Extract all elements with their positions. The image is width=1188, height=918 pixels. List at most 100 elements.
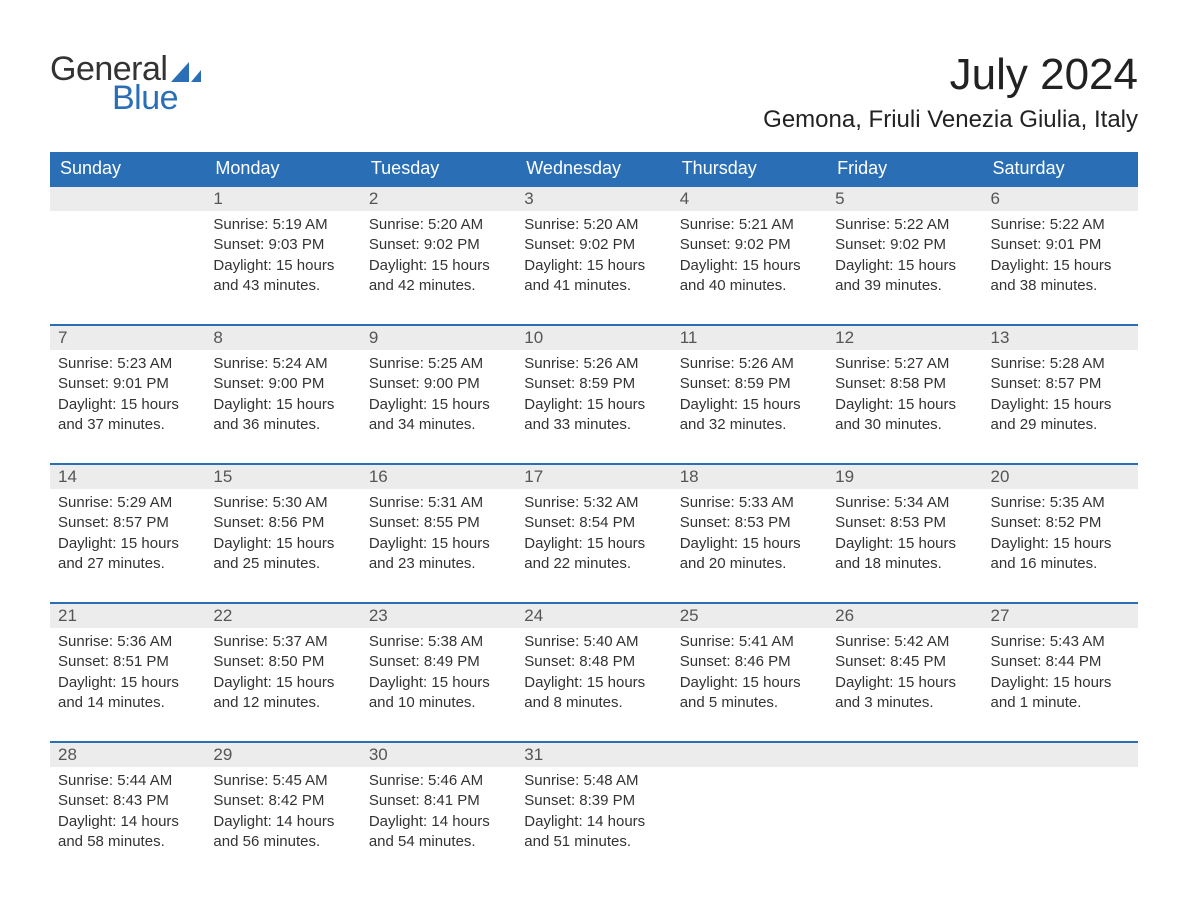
sunrise-text: Sunrise: 5:22 AM [835,215,974,235]
sunrise-text: Sunrise: 5:38 AM [369,632,508,652]
sunrise-text: Sunrise: 5:37 AM [213,632,352,652]
daylight-text: Daylight: 15 hours and 12 minutes. [213,673,352,714]
day-number-cell: 2 [361,186,516,211]
day-detail-cell: Sunrise: 5:27 AMSunset: 8:58 PMDaylight:… [827,350,982,464]
weekday-header: Saturday [983,152,1138,186]
month-title: July 2024 [763,50,1138,100]
sunrise-text: Sunrise: 5:41 AM [680,632,819,652]
daylight-text: Daylight: 15 hours and 32 minutes. [680,395,819,436]
daylight-text: Daylight: 15 hours and 29 minutes. [991,395,1130,436]
sunrise-text: Sunrise: 5:40 AM [524,632,663,652]
daylight-text: Daylight: 15 hours and 16 minutes. [991,534,1130,575]
day-detail-cell: Sunrise: 5:23 AMSunset: 9:01 PMDaylight:… [50,350,205,464]
sunset-text: Sunset: 8:50 PM [213,652,352,672]
sunset-text: Sunset: 9:00 PM [369,374,508,394]
day-detail-cell: Sunrise: 5:29 AMSunset: 8:57 PMDaylight:… [50,489,205,603]
day-number-cell: 24 [516,603,671,628]
sunrise-text: Sunrise: 5:30 AM [213,493,352,513]
day-detail-cell: Sunrise: 5:40 AMSunset: 8:48 PMDaylight:… [516,628,671,742]
logo: General Blue [50,50,201,118]
sunrise-text: Sunrise: 5:31 AM [369,493,508,513]
sunset-text: Sunset: 9:01 PM [58,374,197,394]
day-detail-cell: Sunrise: 5:45 AMSunset: 8:42 PMDaylight:… [205,767,360,880]
sunrise-text: Sunrise: 5:26 AM [524,354,663,374]
day-number-cell: 9 [361,325,516,350]
day-number-cell: 3 [516,186,671,211]
day-detail-cell: Sunrise: 5:34 AMSunset: 8:53 PMDaylight:… [827,489,982,603]
sunrise-text: Sunrise: 5:28 AM [991,354,1130,374]
sunset-text: Sunset: 8:41 PM [369,791,508,811]
day-number-cell: 15 [205,464,360,489]
day-detail-cell: Sunrise: 5:37 AMSunset: 8:50 PMDaylight:… [205,628,360,742]
sunrise-text: Sunrise: 5:21 AM [680,215,819,235]
daylight-text: Daylight: 15 hours and 43 minutes. [213,256,352,297]
day-number-cell: 7 [50,325,205,350]
sunrise-text: Sunrise: 5:23 AM [58,354,197,374]
day-detail-cell: Sunrise: 5:35 AMSunset: 8:52 PMDaylight:… [983,489,1138,603]
daylight-text: Daylight: 15 hours and 8 minutes. [524,673,663,714]
day-detail-cell: Sunrise: 5:24 AMSunset: 9:00 PMDaylight:… [205,350,360,464]
day-number-cell: 8 [205,325,360,350]
day-detail-cell: Sunrise: 5:20 AMSunset: 9:02 PMDaylight:… [516,211,671,325]
daylight-text: Daylight: 15 hours and 30 minutes. [835,395,974,436]
header: General Blue July 2024 Gemona, Friuli Ve… [50,50,1138,134]
day-number-cell: 29 [205,742,360,767]
weekday-header: Wednesday [516,152,671,186]
day-number-cell [983,742,1138,767]
detail-row: Sunrise: 5:44 AMSunset: 8:43 PMDaylight:… [50,767,1138,880]
day-number-cell: 20 [983,464,1138,489]
day-detail-cell: Sunrise: 5:32 AMSunset: 8:54 PMDaylight:… [516,489,671,603]
day-number-cell: 22 [205,603,360,628]
weekday-header: Monday [205,152,360,186]
day-detail-cell: Sunrise: 5:22 AMSunset: 9:01 PMDaylight:… [983,211,1138,325]
sunrise-text: Sunrise: 5:36 AM [58,632,197,652]
day-number-cell: 28 [50,742,205,767]
day-number-cell: 14 [50,464,205,489]
day-number-cell: 30 [361,742,516,767]
day-detail-cell: Sunrise: 5:42 AMSunset: 8:45 PMDaylight:… [827,628,982,742]
sunset-text: Sunset: 8:52 PM [991,513,1130,533]
sunrise-text: Sunrise: 5:20 AM [369,215,508,235]
sunrise-text: Sunrise: 5:34 AM [835,493,974,513]
day-detail-cell [50,211,205,325]
sunrise-text: Sunrise: 5:44 AM [58,771,197,791]
day-number-cell: 25 [672,603,827,628]
sunset-text: Sunset: 8:42 PM [213,791,352,811]
daylight-text: Daylight: 15 hours and 38 minutes. [991,256,1130,297]
day-number-cell: 23 [361,603,516,628]
day-detail-cell: Sunrise: 5:26 AMSunset: 8:59 PMDaylight:… [672,350,827,464]
day-detail-cell: Sunrise: 5:31 AMSunset: 8:55 PMDaylight:… [361,489,516,603]
detail-row: Sunrise: 5:36 AMSunset: 8:51 PMDaylight:… [50,628,1138,742]
daylight-text: Daylight: 15 hours and 23 minutes. [369,534,508,575]
daylight-text: Daylight: 15 hours and 33 minutes. [524,395,663,436]
sunrise-text: Sunrise: 5:35 AM [991,493,1130,513]
daylight-text: Daylight: 15 hours and 10 minutes. [369,673,508,714]
location: Gemona, Friuli Venezia Giulia, Italy [763,106,1138,134]
daylight-text: Daylight: 15 hours and 40 minutes. [680,256,819,297]
sunset-text: Sunset: 9:01 PM [991,235,1130,255]
day-number-cell: 26 [827,603,982,628]
sunrise-text: Sunrise: 5:46 AM [369,771,508,791]
day-number-cell: 16 [361,464,516,489]
daylight-text: Daylight: 14 hours and 54 minutes. [369,812,508,853]
daylight-text: Daylight: 15 hours and 22 minutes. [524,534,663,575]
sunset-text: Sunset: 9:02 PM [524,235,663,255]
day-number-cell: 6 [983,186,1138,211]
day-number-cell: 19 [827,464,982,489]
sunrise-text: Sunrise: 5:22 AM [991,215,1130,235]
day-detail-cell: Sunrise: 5:30 AMSunset: 8:56 PMDaylight:… [205,489,360,603]
logo-sail-icon [171,62,201,82]
day-detail-cell: Sunrise: 5:22 AMSunset: 9:02 PMDaylight:… [827,211,982,325]
sunset-text: Sunset: 9:02 PM [835,235,974,255]
sunrise-text: Sunrise: 5:29 AM [58,493,197,513]
day-detail-cell [672,767,827,880]
sunset-text: Sunset: 8:44 PM [991,652,1130,672]
weekday-header: Tuesday [361,152,516,186]
sunrise-text: Sunrise: 5:25 AM [369,354,508,374]
day-number-cell: 11 [672,325,827,350]
daylight-text: Daylight: 15 hours and 39 minutes. [835,256,974,297]
sunset-text: Sunset: 8:54 PM [524,513,663,533]
day-number-cell: 27 [983,603,1138,628]
sunset-text: Sunset: 8:57 PM [58,513,197,533]
day-detail-cell: Sunrise: 5:38 AMSunset: 8:49 PMDaylight:… [361,628,516,742]
